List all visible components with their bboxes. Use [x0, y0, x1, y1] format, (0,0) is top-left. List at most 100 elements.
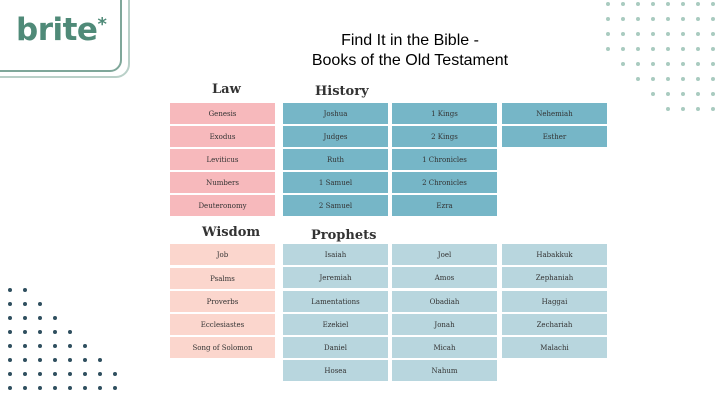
decorative-dot: [711, 107, 715, 111]
book-joshua: Joshua: [283, 103, 388, 124]
decorative-dot: [8, 386, 12, 390]
decorative-dot: [696, 2, 700, 6]
decorative-dot: [711, 32, 715, 36]
decorative-dot: [621, 17, 625, 21]
decorative-dot: [38, 330, 42, 334]
decorative-dot: [651, 77, 655, 81]
book-ecclesiastes: Ecclesiastes: [170, 314, 275, 335]
decorative-dot: [113, 372, 117, 376]
book-leviticus: Leviticus: [170, 149, 275, 170]
book-micah: Micah: [392, 337, 497, 358]
book-malachi: Malachi: [502, 337, 607, 358]
book-judges: Judges: [283, 126, 388, 147]
book-hosea: Hosea: [283, 360, 388, 381]
book-1-kings: 1 Kings: [392, 103, 497, 124]
decorative-dot: [711, 62, 715, 66]
decorative-dot: [38, 316, 42, 320]
decorative-dot: [681, 77, 685, 81]
decorative-dot: [651, 92, 655, 96]
decorative-dot: [711, 77, 715, 81]
book-esther: Esther: [502, 126, 607, 147]
decorative-dot: [621, 32, 625, 36]
decorative-dot: [68, 330, 72, 334]
book-2-chronicles: 2 Chronicles: [392, 172, 497, 193]
decorative-dot: [23, 288, 27, 292]
decorative-dot: [8, 372, 12, 376]
decorative-dot: [23, 372, 27, 376]
decorative-dot: [68, 344, 72, 348]
decorative-dot: [666, 62, 670, 66]
decorative-dot: [621, 2, 625, 6]
decorative-dot: [651, 32, 655, 36]
decorative-dot: [83, 344, 87, 348]
decorative-dot: [666, 107, 670, 111]
decorative-dot: [53, 386, 57, 390]
decorative-dot: [696, 77, 700, 81]
decorative-dot: [53, 316, 57, 320]
decorative-dot: [8, 288, 12, 292]
book-ezekiel: Ezekiel: [283, 314, 388, 335]
decorative-dot: [681, 47, 685, 51]
decorative-dot: [696, 32, 700, 36]
decorative-dot: [8, 330, 12, 334]
decorative-dot: [83, 386, 87, 390]
decorative-dot: [8, 358, 12, 362]
decorative-dot: [621, 47, 625, 51]
decorative-dot: [666, 2, 670, 6]
decorative-dot: [606, 32, 610, 36]
decorative-dot: [98, 358, 102, 362]
decorative-dot: [666, 92, 670, 96]
decorative-dot: [651, 17, 655, 21]
decorative-dot: [711, 47, 715, 51]
decorative-dot: [98, 386, 102, 390]
decorative-dot: [53, 372, 57, 376]
decorative-dot: [23, 358, 27, 362]
decorative-dot: [681, 2, 685, 6]
decorative-dot: [53, 330, 57, 334]
book-1-chronicles: 1 Chronicles: [392, 149, 497, 170]
decorative-dot: [651, 47, 655, 51]
decorative-dot: [8, 344, 12, 348]
decorative-dot: [23, 386, 27, 390]
decorative-dot: [8, 316, 12, 320]
book-habakkuk: Habakkuk: [502, 244, 607, 265]
logo-frame-outer: [0, 0, 130, 78]
book-exodus: Exodus: [170, 126, 275, 147]
decorative-dot: [8, 302, 12, 306]
decorative-dot: [651, 2, 655, 6]
book-jonah: Jonah: [392, 314, 497, 335]
decorative-dot: [711, 2, 715, 6]
logo-frame: [0, 0, 122, 72]
book-amos: Amos: [392, 267, 497, 288]
decorative-dot: [38, 358, 42, 362]
book-daniel: Daniel: [283, 337, 388, 358]
decorative-dot: [636, 2, 640, 6]
decorative-dot: [696, 47, 700, 51]
decorative-dot: [53, 358, 57, 362]
decorative-dot: [666, 32, 670, 36]
page-title: Find It in the Bible - Books of the Old …: [311, 32, 509, 69]
book-proverbs: Proverbs: [170, 291, 275, 312]
decorative-dot: [636, 32, 640, 36]
book-1-samuel: 1 Samuel: [283, 172, 388, 193]
decorative-dot: [68, 386, 72, 390]
decorative-dot: [83, 358, 87, 362]
decorative-dot: [621, 62, 625, 66]
book-zechariah: Zechariah: [502, 314, 607, 335]
decorative-dot: [696, 92, 700, 96]
book-job: Job: [170, 244, 275, 265]
decorative-dot: [68, 372, 72, 376]
book-haggai: Haggai: [502, 291, 607, 312]
decorative-dot: [606, 2, 610, 6]
book-2-samuel: 2 Samuel: [283, 195, 388, 216]
decorative-dot: [696, 62, 700, 66]
decorative-dot: [38, 372, 42, 376]
book-nehemiah: Nehemiah: [502, 103, 607, 124]
decorative-dot: [53, 344, 57, 348]
decorative-dot: [83, 372, 87, 376]
book-song-of-solomon: Song of Solomon: [170, 337, 275, 358]
decorative-dot: [636, 17, 640, 21]
decorative-dot: [681, 107, 685, 111]
decorative-dot: [696, 107, 700, 111]
book-genesis: Genesis: [170, 103, 275, 124]
